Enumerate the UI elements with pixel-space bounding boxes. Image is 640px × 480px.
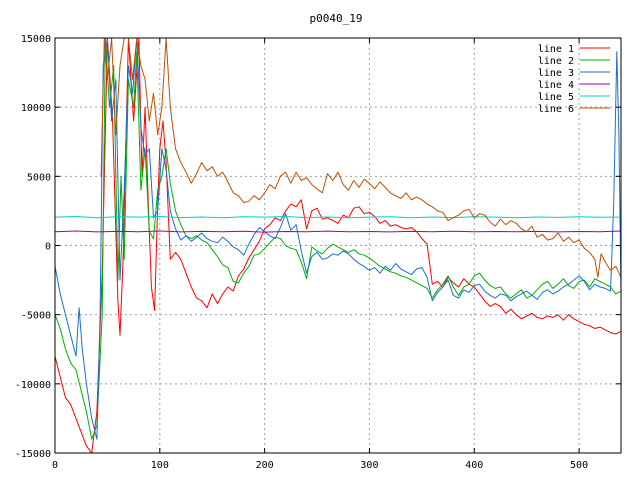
series-line-5 (55, 216, 621, 219)
legend-label: line 5 (538, 92, 574, 103)
series-layer (55, 38, 621, 453)
x-tick-label: 500 (570, 460, 588, 471)
y-tick-label: -10000 (15, 380, 51, 391)
y-tick-label: 15000 (21, 34, 51, 45)
series-line-1 (55, 38, 621, 453)
x-tick-label: 200 (256, 460, 274, 471)
series-line-6 (100, 38, 621, 278)
legend-label: line 4 (538, 80, 574, 91)
x-tick-label: 400 (465, 460, 483, 471)
grid-lines (55, 38, 621, 453)
y-tick-label: 5000 (27, 172, 51, 183)
y-tick-label: 0 (45, 242, 51, 253)
x-tick-label: 100 (151, 460, 169, 471)
y-tick-label: -5000 (21, 311, 51, 322)
x-tick-label: 300 (360, 460, 378, 471)
y-tick-label: -15000 (15, 449, 51, 460)
legend-label: line 2 (538, 56, 574, 67)
axis-ticks: 0 100 200 300 400 500 -15000 -10000 -5000 0 5000 10… (15, 34, 621, 471)
legend-label: line 1 (538, 44, 574, 55)
legend-label: line 3 (538, 68, 574, 79)
y-tick-label: 10000 (21, 103, 51, 114)
legend-label: line 6 (538, 104, 574, 115)
series-line-3 (55, 38, 621, 440)
x-tick-label: 0 (52, 460, 58, 471)
chart-title: p0040_19 (310, 12, 363, 25)
